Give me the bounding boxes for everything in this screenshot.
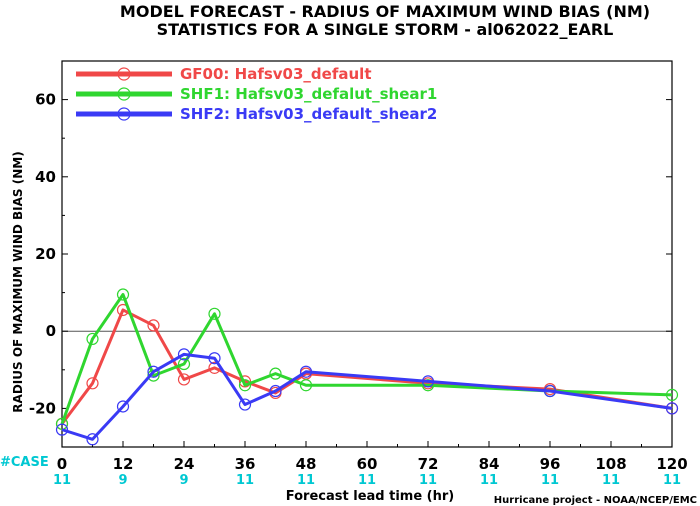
case-count-label: 11: [419, 473, 437, 488]
legend-swatch-marker: [117, 67, 131, 81]
case-count-label: 9: [179, 473, 188, 488]
legend-label: SHF1: Hafsv03_defalut_shear1: [180, 85, 437, 103]
series-group: [55, 288, 679, 430]
data-point: [269, 384, 282, 398]
case-count-label: 11: [297, 473, 315, 488]
case-count-label: 11: [236, 473, 254, 488]
data-point: [299, 365, 313, 378]
data-point: [86, 332, 99, 346]
data-point: [299, 379, 313, 392]
data-point: [116, 400, 130, 413]
x-axis-label: Forecast lead time (hr): [286, 489, 454, 504]
case-count-label: 11: [358, 473, 376, 488]
data-point: [55, 423, 69, 436]
case-count-label: 11: [602, 473, 620, 488]
x-tick-label: 96: [540, 455, 561, 473]
data-point: [543, 384, 557, 398]
x-tick-label: 108: [595, 455, 626, 473]
y-tick-label: 40: [35, 168, 56, 186]
data-point: [269, 367, 282, 380]
x-tick-label: 0: [57, 455, 67, 473]
data-point: [177, 357, 191, 371]
chart-title-line2: STATISTICS FOR A SINGLE STORM - al062022…: [157, 20, 614, 39]
data-point: [147, 365, 160, 378]
case-count-label: 9: [118, 473, 127, 488]
series-line: [60, 293, 673, 425]
legend-swatch-marker: [117, 87, 131, 101]
x-tick-label: 72: [418, 455, 439, 473]
data-point: [238, 398, 252, 411]
data-point: [208, 307, 221, 320]
x-tick-label: 120: [656, 455, 687, 473]
case-label: #CASE: [0, 455, 49, 470]
data-point: [238, 379, 252, 392]
data-point: [421, 375, 435, 388]
legend-label: GF00: Hafsv03_default: [180, 65, 371, 83]
data-point: [55, 417, 69, 430]
legend-entry: GF00: Hafsv03_default: [76, 65, 371, 83]
x-tick-label: 24: [174, 455, 195, 473]
data-point: [177, 348, 191, 361]
case-count-label: 11: [663, 473, 681, 488]
y-tick-label: -20: [29, 399, 56, 417]
data-point: [665, 388, 679, 401]
case-count-label: 11: [541, 473, 559, 488]
data-point: [421, 379, 435, 392]
series-line: [61, 352, 673, 441]
y-tick-label: 20: [35, 245, 56, 263]
series-line: [60, 308, 673, 425]
legend-entry: SHF1: Hafsv03_defalut_shear1: [76, 85, 437, 103]
x-tick-label: 36: [235, 455, 256, 473]
y-tick-label: 0: [46, 322, 56, 340]
x-tick-label: 12: [113, 455, 134, 473]
data-point: [86, 377, 99, 390]
x-tick-label: 84: [479, 455, 500, 473]
legend-label: SHF2: Hafsv03_default_shear2: [180, 105, 437, 123]
data-point: [177, 373, 191, 386]
case-count-label: 11: [480, 473, 498, 488]
data-point: [116, 288, 130, 301]
series-group: [55, 348, 679, 446]
credit-text: Hurricane project - NOAA/NCEP/EMC: [494, 495, 697, 506]
x-tick-label: 60: [357, 455, 378, 473]
data-point: [238, 375, 252, 388]
legend-swatch-marker: [117, 107, 131, 121]
data-point: [86, 433, 99, 446]
chart-title-line1: MODEL FORECAST - RADIUS OF MAXIMUM WIND …: [120, 2, 650, 21]
y-tick-label: 60: [35, 91, 56, 109]
data-point: [665, 402, 679, 415]
data-point: [147, 319, 160, 332]
case-count-label: 11: [53, 473, 71, 488]
x-tick-label: 48: [296, 455, 317, 473]
y-axis-label: RADIUS OF MAXIMUM WIND BIAS (NM): [11, 151, 25, 412]
data-point: [208, 352, 221, 365]
legend-entry: SHF2: Hafsv03_default_shear2: [76, 105, 437, 123]
